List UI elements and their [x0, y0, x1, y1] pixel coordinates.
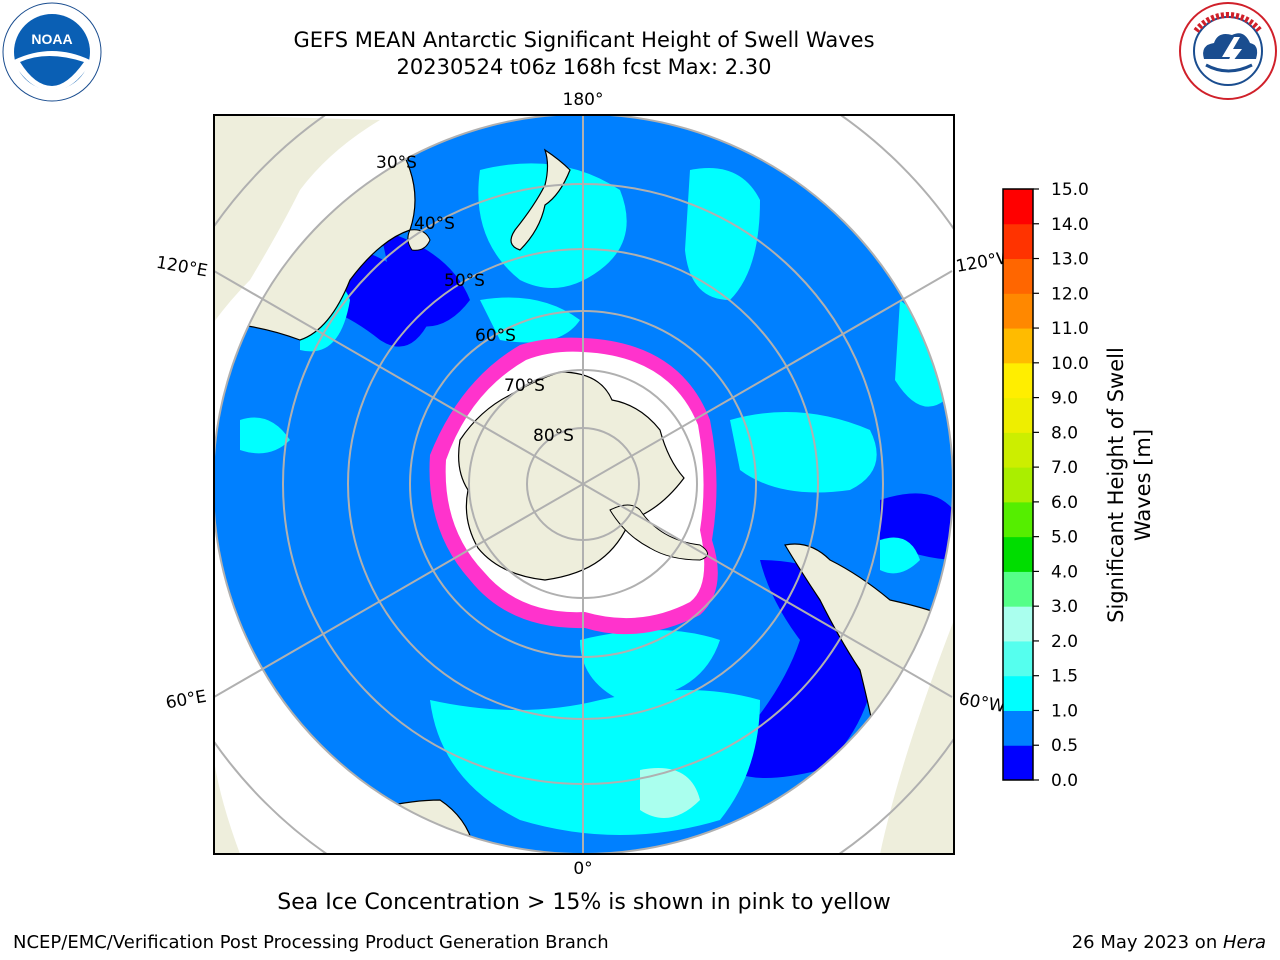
colorbar-tick-label: 7.0: [1051, 458, 1078, 478]
nws-logo: [1179, 2, 1277, 100]
colorbar-tick-label: 14.0: [1051, 215, 1089, 235]
colorbar-segment: [1003, 501, 1033, 538]
colorbar-tick-label: 1.5: [1051, 667, 1078, 687]
new-zealand-landmass: [510, 148, 571, 251]
colorbar-tick-label: 9.0: [1051, 389, 1078, 409]
lat-label-80s: 80°S: [533, 426, 574, 446]
colorbar: 0.0 0.5 1.0 1.5 2.0 3.0 4.0 5.0 6.0 7.0 8.0 9.0 10.0…: [1003, 180, 1089, 791]
lon-label-120e: 120°E: [155, 253, 209, 282]
moderate-swell-region: [478, 163, 627, 288]
colorbar-tick-label: 13.0: [1051, 250, 1089, 270]
colorbar-border: [1002, 188, 1034, 781]
colorbar-tick-label: 0.0: [1051, 771, 1078, 791]
colorbar-tick-label: 0.5: [1051, 736, 1078, 756]
colorbar-segment: [1003, 571, 1033, 607]
colorbar-segment: [1003, 362, 1033, 399]
colorbar-tick-label: 11.0: [1051, 319, 1089, 339]
colorbar-tick-label: 5.0: [1051, 528, 1078, 548]
antarctica-landmass: [458, 371, 685, 581]
colorbar-segment: [1003, 258, 1033, 294]
credit-date-text: 26 May 2023 on: [1071, 932, 1223, 953]
colorbar-segment: [1003, 432, 1033, 468]
colorbar-segment: [1003, 675, 1033, 711]
lon-label-60e: 60°E: [164, 687, 208, 714]
colorbar-segment: [1003, 397, 1033, 433]
colorbar-tick-label: 3.0: [1051, 597, 1078, 617]
colorbar-segment: [1003, 328, 1033, 364]
colorbar-tick-label: 1.0: [1051, 701, 1078, 721]
colorbar-segment: [1003, 606, 1033, 642]
lat-label-70s: 70°S: [504, 376, 545, 396]
map-title: GEFS MEAN Antarctic Significant Height o…: [293, 28, 875, 52]
colorbar-tick-label: 6.0: [1051, 493, 1078, 513]
noaa-logo: NOAA: [2, 2, 102, 102]
lon-label-0: 0°: [573, 859, 592, 879]
noaa-logo-text: NOAA: [31, 31, 72, 47]
colorbar-tick-label: 10.0: [1051, 354, 1089, 374]
colorbar-tick-label: 8.0: [1051, 423, 1078, 443]
colorbar-segment: [1003, 710, 1033, 746]
lon-label-60w: 60°W: [957, 689, 1007, 717]
colorbar-segment: [1003, 467, 1033, 503]
colorbar-segment: [1003, 189, 1033, 225]
colorbar-segment: [1003, 640, 1033, 677]
lon-label-180: 180°: [563, 90, 604, 110]
colorbar-segment: [1003, 293, 1033, 329]
colorbar-tick-label: 4.0: [1051, 562, 1078, 582]
colorbar-tick-label: 15.0: [1051, 180, 1089, 200]
lat-label-30s: 30°S: [376, 153, 417, 173]
credit-date: 26 May 2023 on Hera: [1072, 932, 1266, 953]
colorbar-segment: [1003, 536, 1033, 572]
sea-ice-note: Sea Ice Concentration > 15% is shown in …: [277, 890, 891, 915]
antarctic-peninsula: [609, 504, 708, 561]
map-frame-content: [214, 115, 954, 854]
map-subtitle: 20230524 t06z 168h fcst Max: 2.30: [396, 55, 772, 79]
credit-host: Hera: [1222, 932, 1266, 953]
colorbar-label-line1: Significant Height of Swell: [1104, 347, 1128, 623]
credit-branch: NCEP/EMC/Verification Post Processing Pr…: [13, 932, 609, 953]
colorbar-tick-label: 2.0: [1051, 632, 1078, 652]
lat-label-40s: 40°S: [414, 214, 455, 234]
colorbar-segment: [1003, 745, 1033, 781]
map-border: [213, 114, 955, 855]
colorbar-segment: [1003, 223, 1033, 260]
lat-label-50s: 50°S: [444, 271, 485, 291]
colorbar-tick-label: 12.0: [1051, 284, 1089, 304]
lat-label-60s: 60°S: [475, 326, 516, 346]
colorbar-label-line2: Waves [m]: [1131, 429, 1155, 541]
